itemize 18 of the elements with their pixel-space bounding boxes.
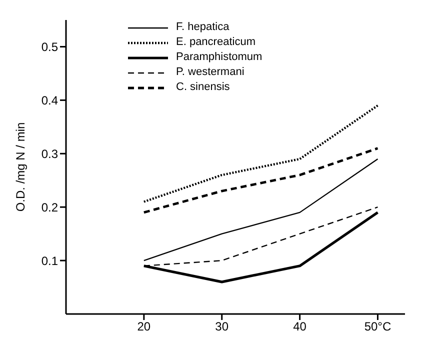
line-series (143, 158, 378, 262)
x-tick-label: 40 (293, 320, 307, 334)
y-tick-label: 0.3 (41, 146, 58, 161)
legend-label: E. pancreaticum (176, 35, 256, 50)
legend-label: C. sinensis (176, 80, 230, 95)
y-tick-label: 0.5 (41, 40, 58, 54)
y-tick-label: 0.1 (41, 254, 58, 268)
x-tick-label: 30 (215, 320, 229, 334)
line-series (142, 104, 379, 203)
y-tick-label: 0.4 (41, 93, 58, 108)
x-tick-label: 20 (137, 320, 151, 334)
legend-label: Paramphistomum (176, 50, 262, 65)
y-tick-label: 0.2 (41, 200, 58, 214)
y-axis-title: O.D. /mg N / min (13, 122, 28, 212)
line-series (142, 147, 379, 214)
legend-label: F. hepatica (176, 20, 230, 35)
x-tick-label: 50°C (364, 320, 392, 334)
legend-label: P. westermani (176, 65, 244, 80)
